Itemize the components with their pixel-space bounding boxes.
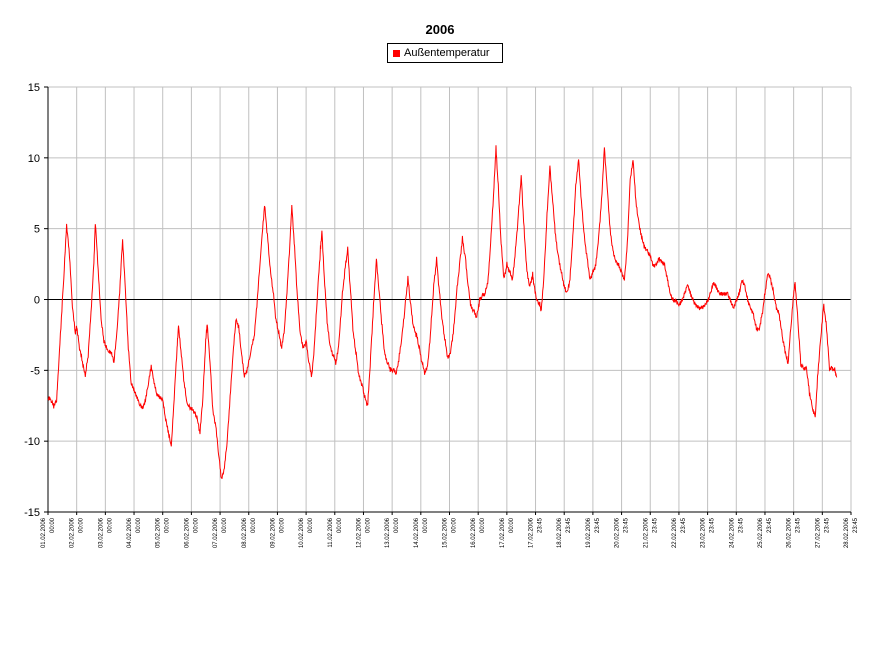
y-tick-label: 0 xyxy=(34,295,40,307)
y-tick-label: -5 xyxy=(30,365,40,377)
x-tick-time: 23:45 xyxy=(652,517,658,533)
x-tick-time: 23:45 xyxy=(681,517,687,533)
x-tick-time: 00:00 xyxy=(251,517,257,533)
x-tick-time: 00:00 xyxy=(423,517,429,533)
x-tick-time: 00:00 xyxy=(79,517,85,533)
x-tick-time: 00:00 xyxy=(165,517,171,533)
x-tick-date: 10.02.2006 xyxy=(299,517,305,548)
series-layer xyxy=(47,145,838,479)
x-tick-date: 28.02.2006 xyxy=(844,517,850,548)
x-tick-date: 23.02.2006 xyxy=(701,517,707,548)
x-tick-time: 23:45 xyxy=(538,517,544,533)
x-tick-time: 00:00 xyxy=(136,517,142,533)
x-tick-date: 17.02.2006 xyxy=(529,517,535,548)
y-tick-label: 10 xyxy=(28,153,40,165)
x-tick-time: 00:00 xyxy=(394,517,400,533)
x-axis: 01.02.2006 00:00 02.02.2006 00:00 03.02.2006… xyxy=(41,511,859,548)
x-tick-date: 09.02.2006 xyxy=(270,517,276,548)
x-tick-date: 17.02.2006 xyxy=(500,517,506,548)
x-tick-date: 15.02.2006 xyxy=(443,517,449,548)
x-tick-date: 11.02.2006 xyxy=(328,517,334,547)
x-tick-time: 23:45 xyxy=(738,517,744,533)
legend-label: Außentemperatur xyxy=(404,47,490,59)
x-tick-date: 18.02.2006 xyxy=(557,517,563,548)
x-tick-time: 00:00 xyxy=(107,517,113,533)
x-tick-time: 00:00 xyxy=(452,517,458,533)
x-tick-time: 23:45 xyxy=(710,517,716,533)
x-tick-time: 23:45 xyxy=(566,517,572,533)
x-tick-time: 00:00 xyxy=(279,517,285,533)
series-line-aussentemperatur xyxy=(47,145,838,479)
x-tick-date: 14.02.2006 xyxy=(414,517,420,548)
x-tick-time: 23:45 xyxy=(624,517,630,533)
x-tick-date: 13.02.2006 xyxy=(385,517,391,548)
x-tick-time: 23:45 xyxy=(853,517,859,533)
gridlines xyxy=(47,86,852,513)
x-tick-date: 01.02.2006 xyxy=(41,517,47,548)
x-tick-date: 21.02.2006 xyxy=(643,517,649,548)
x-tick-date: 05.02.2006 xyxy=(156,517,162,548)
x-tick-date: 02.02.2006 xyxy=(70,517,76,548)
chart-legend: Außentemperatur xyxy=(387,43,503,63)
x-tick-date: 25.02.2006 xyxy=(758,517,764,548)
x-tick-date: 16.02.2006 xyxy=(471,517,477,548)
x-tick-date: 22.02.2006 xyxy=(672,517,678,548)
y-tick-label: -15 xyxy=(24,507,40,519)
x-tick-time: 00:00 xyxy=(365,517,371,533)
x-tick-time: 00:00 xyxy=(50,517,56,533)
x-tick-time: 23:45 xyxy=(796,517,802,533)
x-tick-date: 03.02.2006 xyxy=(98,517,104,548)
legend-swatch xyxy=(393,49,400,57)
x-tick-date: 08.02.2006 xyxy=(242,517,248,548)
x-tick-date: 04.02.2006 xyxy=(127,517,133,548)
x-tick-date: 20.02.2006 xyxy=(615,517,621,548)
y-tick-label: -10 xyxy=(24,436,40,448)
x-tick-time: 00:00 xyxy=(480,517,486,533)
x-tick-time: 00:00 xyxy=(337,517,343,533)
chart-title: 2006 xyxy=(425,22,455,37)
y-axis: 15 10 5 0 -5 -10 -15 xyxy=(24,82,49,519)
x-tick-date: 27.02.2006 xyxy=(815,517,821,548)
x-tick-time: 23:45 xyxy=(767,517,773,533)
x-tick-time: 00:00 xyxy=(509,517,515,533)
x-tick-date: 07.02.2006 xyxy=(213,517,219,548)
x-tick-date: 06.02.2006 xyxy=(184,517,190,548)
y-tick-label: 15 xyxy=(28,82,40,94)
x-tick-time: 23:45 xyxy=(824,517,830,533)
x-tick-time: 00:00 xyxy=(308,517,314,533)
x-tick-date: 26.02.2006 xyxy=(787,517,793,548)
x-tick-time: 23:45 xyxy=(595,517,601,533)
x-tick-date: 19.02.2006 xyxy=(586,517,592,548)
x-tick-date: 24.02.2006 xyxy=(729,517,735,548)
x-tick-date: 12.02.2006 xyxy=(356,517,362,548)
y-tick-label: 5 xyxy=(34,224,40,236)
x-tick-time: 00:00 xyxy=(193,517,199,533)
x-tick-time: 00:00 xyxy=(222,517,228,533)
